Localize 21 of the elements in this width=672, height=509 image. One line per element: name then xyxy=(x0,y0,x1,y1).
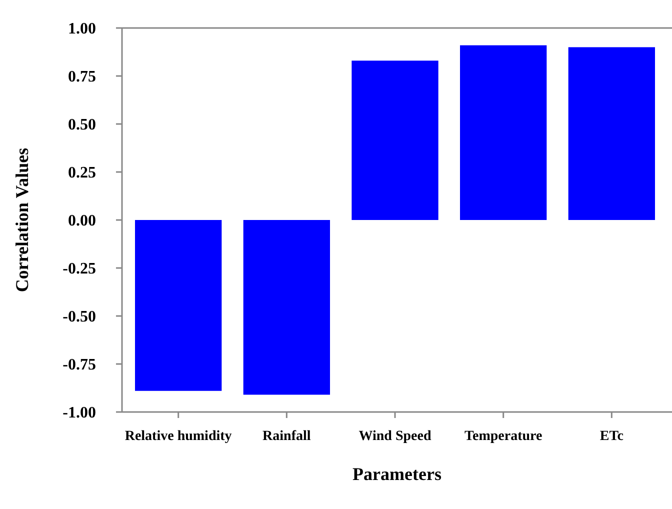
y-tick-label: -1.00 xyxy=(62,404,96,422)
x-tick-label: Relative humidity xyxy=(124,429,232,444)
x-tick-label: Rainfall xyxy=(262,429,311,444)
x-tick-label: ETc xyxy=(600,429,624,444)
x-tick-label: Wind Speed xyxy=(358,429,432,444)
x-tick-label: Temperature xyxy=(464,429,542,444)
y-tick-label: 0.00 xyxy=(68,212,96,230)
y-tick-label: 0.50 xyxy=(68,116,96,134)
y-tick-label: 0.75 xyxy=(68,68,96,86)
bar xyxy=(135,220,222,391)
y-tick-label: -0.75 xyxy=(62,356,96,374)
bar xyxy=(352,60,438,220)
bar xyxy=(243,220,330,395)
x-axis-title: Parameters xyxy=(352,464,442,484)
y-tick-label: -0.25 xyxy=(62,260,96,278)
y-tick-label: 1.00 xyxy=(68,20,96,38)
y-tick-label: -0.50 xyxy=(62,308,96,326)
y-axis-title: Correlation Values xyxy=(12,148,32,292)
y-tick-label: 0.25 xyxy=(68,164,96,182)
bar xyxy=(460,45,547,220)
bar xyxy=(568,47,655,220)
